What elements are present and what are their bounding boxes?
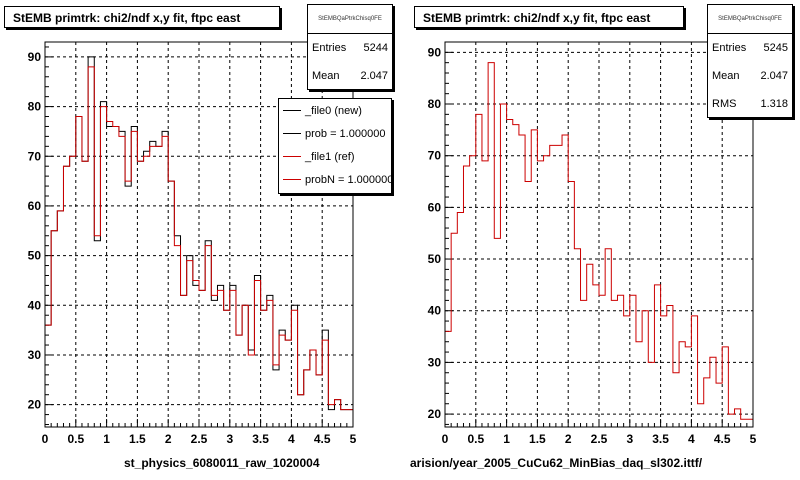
right-stats-box: StEMBQaPtrkChisq0FE Entries 5245 Mean 2.… (707, 4, 793, 118)
legend-entry-prob: prob = 1.000000 (279, 122, 391, 145)
legend-swatch-black (283, 110, 301, 111)
right-plot-title: StEMB primtrk: chi2/ndf x,y fit, ftpc ea… (414, 6, 684, 28)
right-xtick-label: 0.5 (467, 432, 484, 446)
right-series-0-line (445, 62, 753, 420)
left-series-1-line (45, 66, 353, 411)
left-plot-frame (44, 41, 354, 428)
legend-entry-probn: probN = 1.000000 (279, 168, 391, 191)
right-stats-rms-label: RMS (712, 98, 737, 110)
left-x-footer: st_physics_6080011_raw_1020004 (124, 456, 320, 470)
right-ytick-label: 90 (428, 45, 442, 59)
left-stats-name: StEMBQaPtrkChisq0FE (308, 5, 392, 34)
left-ytick-label: 80 (28, 100, 42, 114)
right-xtick-label: 4 (688, 432, 695, 446)
right-xtick-label: 2.5 (591, 432, 608, 446)
right-xtick-label: 3 (626, 432, 633, 446)
right-xtick-label: 1.5 (529, 432, 546, 446)
right-ytick-label: 80 (428, 97, 442, 111)
left-ytick-label: 40 (28, 298, 42, 312)
left-ytick-label: 90 (28, 50, 42, 64)
right-stats-entries-value: 5245 (763, 42, 788, 54)
right-x-footer: arision/year_2005_CuCu62_MinBias_daq_sl3… (410, 456, 703, 470)
legend-label-probn: probN = 1.000000 (305, 173, 392, 186)
right-stats-mean-value: 2.047 (760, 70, 788, 82)
left-stats-mean-row: Mean 2.047 (308, 62, 392, 90)
right-xtick-label: 3.5 (652, 432, 669, 446)
right-histogram-panel: 0 0.5 1 1.5 2 2.5 3 3.5 4 4.5 5 20 30 40 50 60 70 80 90 St… (400, 0, 796, 480)
legend-label-prob: prob = 1.000000 (305, 127, 386, 140)
right-xtick-label: 1 (503, 432, 510, 446)
left-xtick-label: 2.5 (191, 432, 208, 446)
left-xtick-label: 1 (103, 432, 110, 446)
left-xtick-label: 0 (42, 432, 49, 446)
left-stats-mean-label: Mean (312, 70, 340, 82)
right-stats-mean-row: Mean 2.047 (708, 62, 792, 90)
left-stats-entries-value: 5244 (363, 42, 388, 54)
right-ytick-label: 40 (428, 304, 442, 318)
right-stats-name: StEMBQaPtrkChisq0FE (708, 5, 792, 34)
left-ytick-label: 60 (28, 199, 42, 213)
legend-entry-file0: _file0 (new) (279, 99, 391, 122)
left-xtick-label: 3 (226, 432, 233, 446)
legend-entry-file1: _file1 (ref) (279, 145, 391, 168)
right-ytick-label: 60 (428, 200, 442, 214)
left-stats-entries-row: Entries 5244 (308, 34, 392, 62)
right-plot-frame (444, 41, 754, 428)
right-ytick-label: 20 (428, 407, 442, 421)
right-xtick-label: 0 (442, 432, 449, 446)
right-xtick-label: 4.5 (714, 432, 731, 446)
legend-swatch-black (283, 133, 301, 134)
left-xtick-label: 4.5 (314, 432, 331, 446)
left-ytick-label: 50 (28, 249, 42, 263)
left-stats-mean-value: 2.047 (360, 70, 388, 82)
left-xtick-label: 5 (350, 432, 357, 446)
left-legend: _file0 (new) prob = 1.000000 _file1 (ref… (278, 98, 392, 194)
left-stats-box: StEMBQaPtrkChisq0FE Entries 5244 Mean 2.… (307, 4, 393, 90)
left-xtick-label: 1.5 (129, 432, 146, 446)
right-xtick-label: 5 (750, 432, 757, 446)
right-ytick-label: 50 (428, 252, 442, 266)
left-ytick-label: 20 (28, 398, 42, 412)
left-xtick-label: 4 (288, 432, 295, 446)
left-xtick-label: 3.5 (252, 432, 269, 446)
left-xtick-label: 2 (165, 432, 172, 446)
left-stats-entries-label: Entries (312, 42, 347, 54)
right-stats-entries-row: Entries 5245 (708, 34, 792, 62)
legend-label-file1: _file1 (ref) (305, 150, 355, 163)
left-xtick-label: 0.5 (67, 432, 84, 446)
legend-swatch-red (283, 156, 301, 157)
legend-swatch-red (283, 179, 301, 180)
right-stats-mean-label: Mean (712, 70, 740, 82)
left-histogram-panel: 0 0.5 1 1.5 2 2.5 3 3.5 4 4.5 5 20 30 40 50 60 70 80 90 St… (0, 0, 396, 480)
legend-label-file0: _file0 (new) (305, 104, 362, 117)
right-stats-rms-value: 1.318 (760, 98, 788, 110)
left-ytick-label: 30 (28, 348, 42, 362)
right-histogram-plot: 0 0.5 1 1.5 2 2.5 3 3.5 4 4.5 5 20 30 40 50 60 70 80 90 (428, 41, 757, 446)
right-ytick-label: 30 (428, 355, 442, 369)
right-xtick-label: 2 (565, 432, 572, 446)
right-stats-rms-row: RMS 1.318 (708, 90, 792, 118)
right-ytick-label: 70 (428, 149, 442, 163)
left-plot-title: StEMB primtrk: chi2/ndf x,y fit, ftpc ea… (4, 6, 280, 28)
left-ytick-label: 70 (28, 149, 42, 163)
right-stats-entries-label: Entries (712, 42, 747, 54)
